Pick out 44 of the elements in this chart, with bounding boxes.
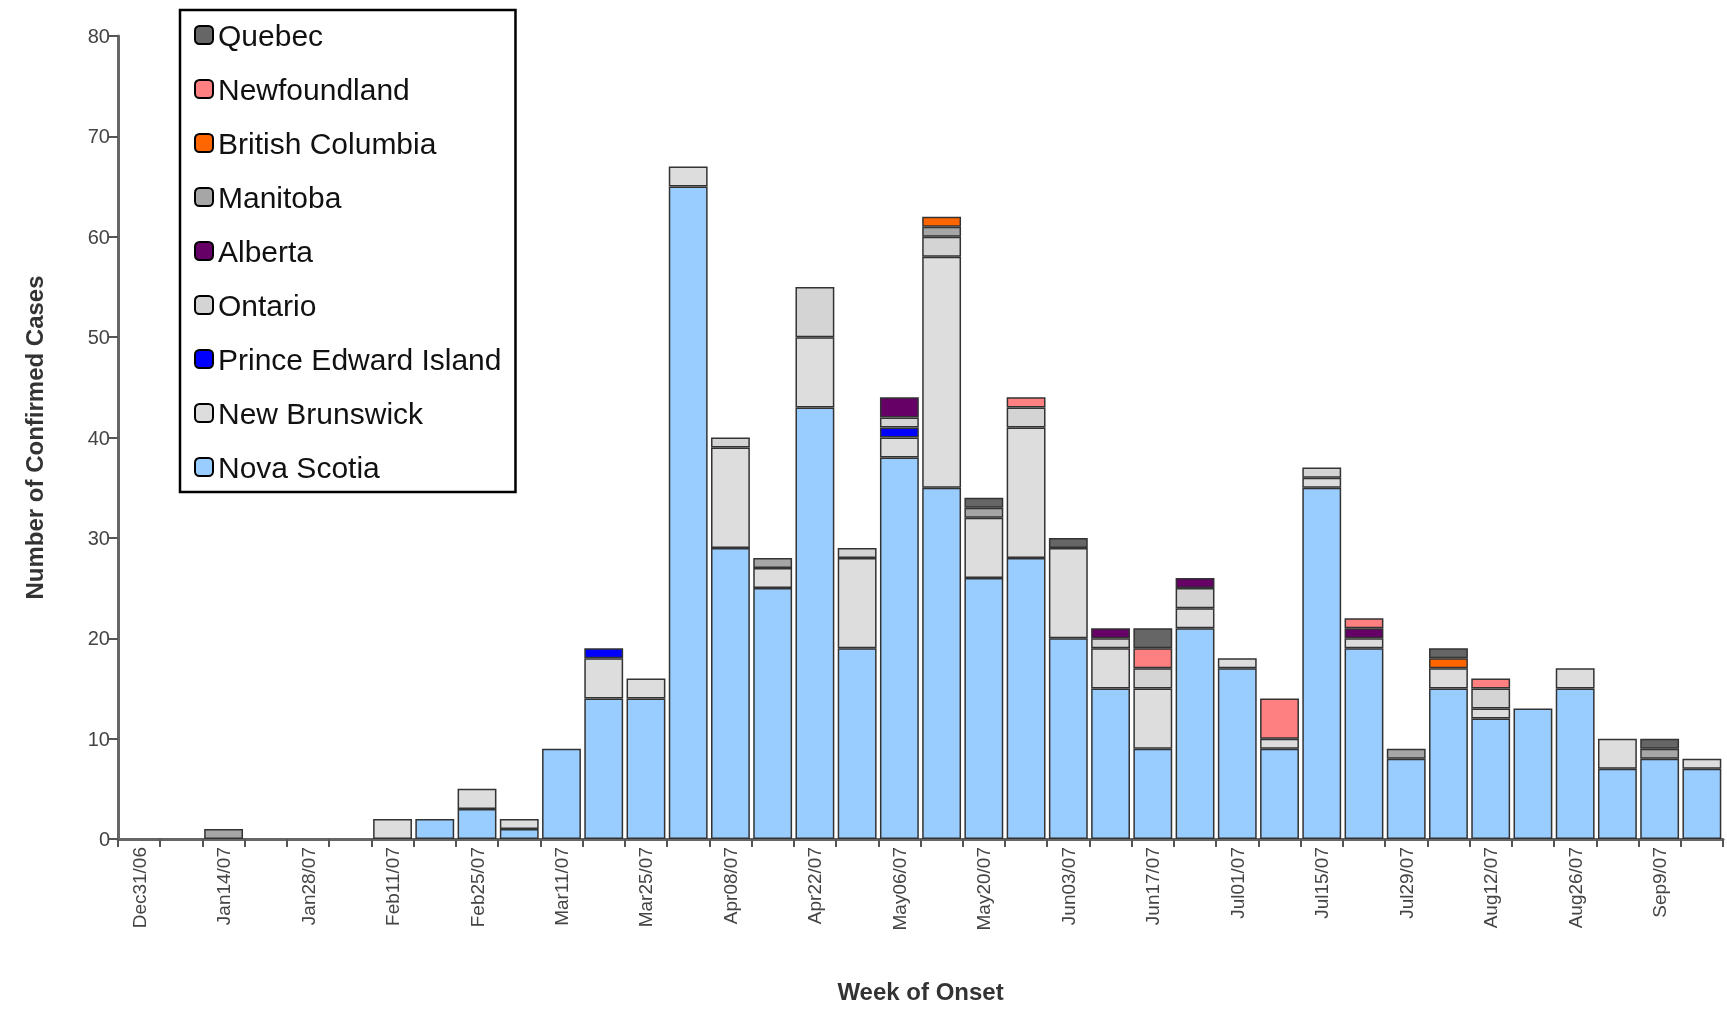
y-tick-label: 0: [98, 828, 110, 850]
x-tick-label: Apr22/07: [804, 847, 826, 925]
legend-label: Nova Scotia: [218, 450, 381, 484]
legend-label: New Brunswick: [218, 396, 425, 430]
legend-label: Ontario: [218, 288, 317, 322]
x-tick-label: Jun17/07: [1142, 847, 1164, 926]
x-tick-label: Jul29/07: [1395, 847, 1417, 919]
y-tick-label: 40: [87, 426, 110, 449]
x-axis-title: Week of Onset: [837, 977, 1004, 1005]
y-tick-label: 80: [87, 25, 110, 47]
legend-label: Alberta: [218, 234, 314, 268]
x-tick-label: Jul15/07: [1311, 847, 1333, 919]
x-tick-label: Mar25/07: [635, 847, 657, 928]
y-tick-label: 50: [87, 326, 110, 349]
legend-label: British Columbia: [218, 126, 437, 160]
x-tick-label: Dec31/06: [128, 847, 150, 929]
legend-label: Prince Edward Island: [218, 342, 502, 376]
x-tick-label: Aug12/07: [1480, 847, 1502, 929]
x-tick-label: May20/07: [973, 847, 995, 931]
y-tick-label: 10: [87, 727, 110, 750]
x-tick-label: Mar11/07: [550, 847, 572, 926]
x-tick-label: Feb25/07: [466, 847, 488, 928]
y-tick-label: 30: [87, 526, 110, 549]
legend-label: Manitoba: [218, 180, 342, 214]
x-tick-label: Jul01/07: [1226, 847, 1248, 919]
x-tick-label: Feb11/07: [382, 847, 404, 926]
x-tick-label: Jan14/07: [213, 847, 235, 926]
x-tick-label: May06/07: [888, 847, 910, 931]
bar: [415, 818, 455, 839]
legend-label: Newfoundland: [218, 72, 410, 106]
y-tick-label: 70: [87, 125, 110, 148]
legend-label: Quebec: [218, 18, 324, 52]
y-axis-title: Number of Confirmed Cases: [20, 275, 48, 600]
bar: [373, 818, 412, 839]
y-tick-label: 60: [87, 225, 110, 248]
bar: [1513, 708, 1553, 839]
bar: [542, 748, 581, 839]
x-tick-label: Aug26/07: [1564, 847, 1586, 929]
x-tick-label: Jan28/07: [297, 847, 319, 926]
y-tick-label: 20: [87, 627, 110, 650]
x-tick-label: Sep9/07: [1649, 847, 1671, 918]
bar: [204, 828, 244, 839]
x-tick-label: Apr08/07: [719, 847, 741, 925]
x-tick-label: Jun03/07: [1057, 847, 1079, 926]
